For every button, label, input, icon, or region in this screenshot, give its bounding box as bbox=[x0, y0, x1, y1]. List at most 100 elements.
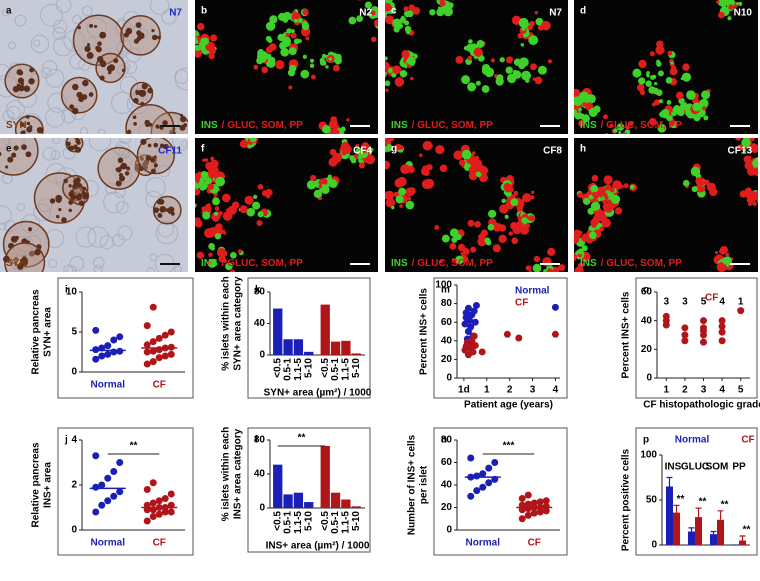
panel-label: N2 bbox=[359, 8, 372, 19]
bar bbox=[273, 465, 282, 508]
panel-letter: b bbox=[201, 6, 207, 17]
islet-cell bbox=[162, 120, 168, 126]
islet-cell bbox=[533, 264, 542, 273]
islet-cell bbox=[124, 32, 129, 37]
stain-name: / GLUC, SOM, PP bbox=[601, 120, 682, 131]
stain-name: INS bbox=[580, 120, 597, 131]
dot bbox=[110, 493, 117, 500]
islet-cell bbox=[82, 187, 86, 191]
islet-cell bbox=[749, 136, 754, 141]
islet-cell bbox=[538, 66, 547, 75]
islet-cell bbox=[214, 212, 218, 216]
islet-cell bbox=[462, 150, 472, 160]
islet-cell bbox=[246, 208, 255, 217]
dot bbox=[537, 498, 544, 505]
islet-cell bbox=[509, 231, 513, 235]
y-tick-label: 4 bbox=[71, 435, 77, 446]
islet-cell bbox=[511, 237, 518, 244]
islet-cell bbox=[5, 165, 8, 168]
islet-cell bbox=[146, 155, 151, 160]
x-tick-label: CF bbox=[153, 538, 166, 549]
dot bbox=[525, 512, 532, 519]
dot bbox=[663, 313, 670, 320]
islet-cell bbox=[379, 147, 383, 151]
dot bbox=[156, 335, 163, 342]
islet-cell bbox=[654, 82, 657, 85]
dot bbox=[92, 509, 99, 516]
islet-cell bbox=[278, 13, 286, 21]
islet-cell bbox=[210, 157, 214, 161]
islet-cell bbox=[74, 133, 80, 139]
islet-cell bbox=[676, 92, 684, 100]
islet-cell bbox=[419, 154, 422, 157]
dot bbox=[104, 475, 111, 482]
category-label: SOM bbox=[706, 462, 729, 473]
dot bbox=[479, 348, 486, 355]
dot bbox=[543, 497, 550, 504]
islet-cell bbox=[513, 191, 518, 196]
islet-cell bbox=[188, 43, 195, 50]
islet-cell bbox=[505, 215, 509, 219]
islet-cell bbox=[212, 198, 220, 206]
error-bar bbox=[688, 528, 694, 532]
dot bbox=[110, 337, 117, 344]
y-tick-label: 80 bbox=[441, 298, 453, 309]
error-bar bbox=[710, 532, 716, 535]
stain-name: INS bbox=[580, 258, 597, 269]
islet-cell bbox=[650, 51, 655, 56]
islet-cell bbox=[221, 250, 228, 257]
islet-cell bbox=[526, 223, 530, 227]
dot bbox=[92, 452, 99, 459]
stain-label: SYN bbox=[6, 258, 27, 269]
islet-cell bbox=[180, 116, 186, 122]
islet-cell bbox=[154, 163, 158, 167]
bar bbox=[283, 494, 292, 508]
significance-label: ** bbox=[743, 525, 751, 536]
islet-cell bbox=[302, 21, 309, 28]
islet-cell bbox=[569, 253, 577, 261]
islet-cell bbox=[406, 201, 415, 210]
islet-cell bbox=[154, 155, 157, 158]
islet-cell bbox=[378, 0, 385, 1]
dot bbox=[116, 459, 123, 466]
islet-cell bbox=[463, 248, 470, 255]
islet-cell bbox=[640, 90, 645, 95]
islet-cell bbox=[630, 185, 635, 190]
islet-cell bbox=[384, 56, 388, 60]
islet-cell bbox=[208, 253, 212, 257]
islet-cell bbox=[95, 46, 100, 51]
islet-cell bbox=[540, 278, 545, 283]
islet-cell bbox=[55, 195, 62, 202]
y-tick-label: 20 bbox=[441, 354, 453, 365]
x-tick-label: 5 bbox=[738, 385, 744, 396]
islet-cell bbox=[71, 195, 76, 200]
islet-cell bbox=[455, 56, 463, 64]
bar bbox=[321, 446, 330, 508]
islet-cell bbox=[423, 170, 429, 176]
islet-cell bbox=[359, 162, 365, 168]
islet-cell bbox=[268, 57, 276, 65]
islet-cell bbox=[140, 139, 146, 145]
y-axis-label: % islets within each bbox=[221, 276, 232, 370]
islet-cell bbox=[670, 61, 673, 64]
panel-letter: e bbox=[6, 144, 12, 155]
islet-cell bbox=[579, 113, 585, 119]
islet-cell bbox=[584, 99, 587, 102]
significance-label: *** bbox=[503, 441, 515, 452]
islet-cell bbox=[269, 43, 277, 51]
islet-cell bbox=[193, 39, 199, 45]
islet-cell bbox=[118, 158, 123, 163]
islet-cell bbox=[521, 43, 524, 46]
count-label: 3 bbox=[664, 297, 670, 308]
islet-cell bbox=[518, 33, 524, 39]
islet-cell bbox=[253, 65, 258, 70]
dot bbox=[552, 304, 559, 311]
islet-cell bbox=[491, 58, 495, 62]
y-tick-label: 0 bbox=[259, 503, 265, 514]
dot bbox=[473, 473, 480, 480]
islet-cell bbox=[208, 243, 215, 250]
stain-name: / GLUC, SOM, PP bbox=[222, 258, 303, 269]
y-tick-label: 20 bbox=[441, 502, 453, 513]
stain-label: INS/ GLUC, SOM, PP bbox=[391, 258, 493, 269]
